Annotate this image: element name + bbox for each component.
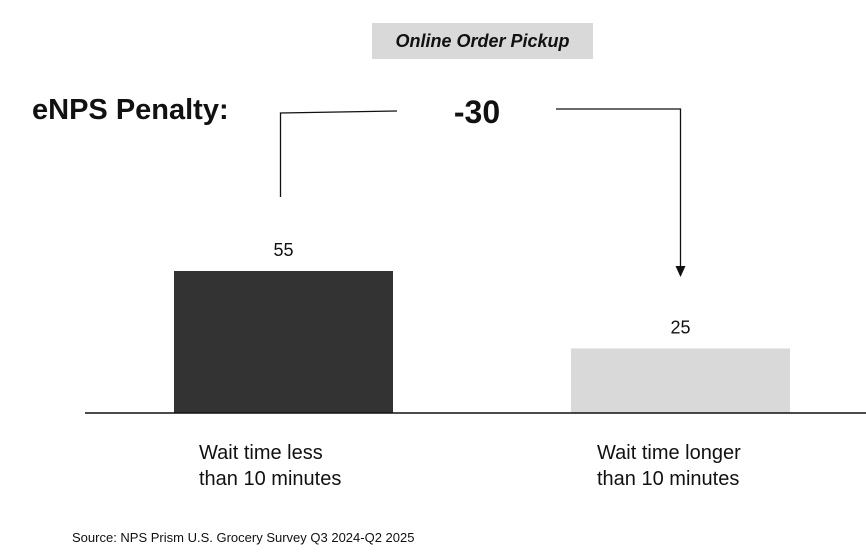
bar-2 [571, 348, 790, 413]
chart-title: Online Order Pickup [395, 30, 570, 51]
arrow-head-icon [675, 266, 686, 277]
penalty-value: -30 [453, 94, 501, 130]
bracket-left-line [279, 110, 398, 197]
chart-title-badge: Online Order Pickup [372, 23, 593, 59]
data-label-1: 55 [273, 240, 293, 260]
bar-1 [174, 271, 393, 413]
source-note: Source: NPS Prism U.S. Grocery Survey Q3… [72, 530, 415, 545]
category-label-1: Wait time less than 10 minutes [199, 442, 342, 490]
data-label-2: 25 [670, 317, 690, 337]
penalty-label: eNPS Penalty: [32, 94, 229, 126]
bracket-right-line [556, 108, 682, 268]
category-label-2: Wait time longer than 10 minutes [597, 442, 741, 490]
